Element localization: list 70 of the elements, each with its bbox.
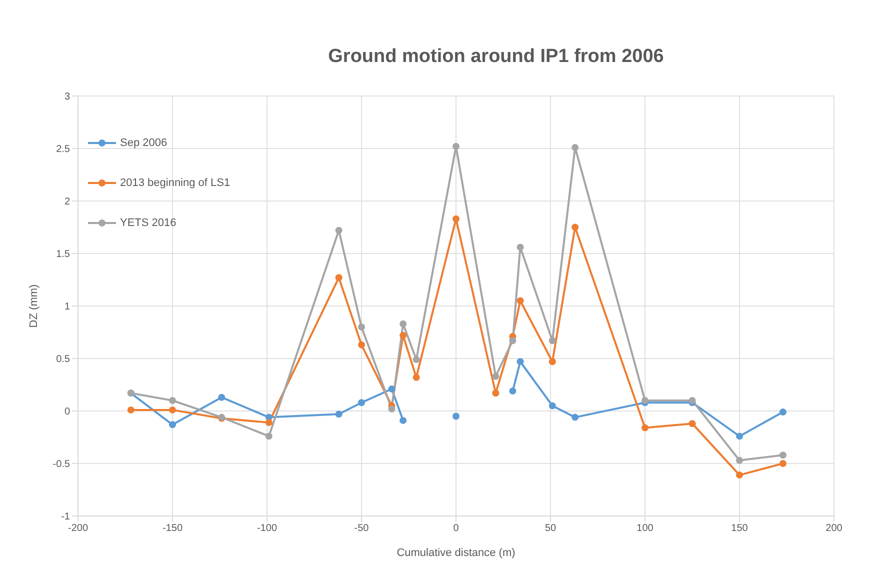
legend-label: YETS 2016 — [120, 217, 176, 229]
point — [572, 414, 579, 421]
point — [265, 419, 272, 426]
point — [265, 432, 272, 440]
y-tick-label: 1 — [64, 302, 70, 313]
point — [548, 402, 556, 410]
legend-label: 2013 beginning of LS1 — [120, 177, 230, 189]
point — [452, 412, 460, 420]
x-tick-label: 200 — [826, 523, 843, 534]
legend-label: Sep 2006 — [120, 137, 168, 149]
y-tick-label: 0 — [64, 406, 70, 418]
point — [509, 388, 516, 395]
point — [492, 372, 500, 380]
point — [779, 452, 786, 459]
x-tick-label: -50 — [354, 523, 370, 534]
point — [516, 358, 524, 366]
point — [736, 456, 743, 464]
point — [358, 399, 365, 406]
point — [358, 324, 365, 330]
x-tick-label: -200 — [68, 523, 88, 534]
point — [388, 405, 396, 412]
point — [452, 215, 460, 222]
point — [736, 432, 743, 440]
point — [452, 142, 460, 150]
x-axis-title: Cumulative distance (m) — [396, 547, 516, 559]
point — [412, 356, 420, 364]
point — [400, 416, 407, 424]
point — [736, 472, 743, 479]
y-axis-title: DZ (mm) — [28, 284, 40, 328]
point — [688, 420, 696, 428]
point — [779, 408, 786, 416]
point — [642, 397, 648, 404]
point — [169, 421, 176, 428]
point — [388, 385, 396, 392]
x-tick-label: -100 — [256, 523, 278, 534]
x-tick-label: 100 — [636, 523, 654, 534]
point — [169, 397, 176, 404]
x-tick-label: 0 — [453, 523, 460, 534]
y-tick-label: -1 — [61, 512, 70, 523]
x-tick-label: -150 — [162, 523, 183, 534]
point — [218, 394, 226, 401]
point — [127, 406, 134, 414]
y-tick-label: -0.5 — [52, 459, 70, 470]
y-tick-label: 1.5 — [56, 249, 70, 260]
point — [516, 244, 524, 251]
point — [516, 297, 524, 304]
point — [335, 410, 342, 418]
y-tick-label: 0.5 — [56, 354, 70, 366]
point — [779, 460, 786, 467]
point — [169, 406, 176, 414]
point — [688, 397, 696, 404]
y-tick-label: 2.5 — [56, 144, 70, 156]
point — [412, 374, 420, 381]
point — [548, 337, 556, 344]
chart-title: Ground motion around IP1 from 2006 — [327, 45, 665, 69]
point — [509, 337, 516, 344]
point — [572, 224, 579, 231]
x-tick-label: 50 — [544, 523, 556, 534]
y-tick-label: 2 — [64, 196, 70, 208]
point — [335, 274, 342, 282]
x-tick-label: 150 — [731, 523, 748, 534]
point — [400, 320, 407, 328]
point — [492, 390, 500, 397]
y-tick-label: 3 — [64, 92, 70, 103]
point — [358, 341, 365, 348]
point — [335, 226, 342, 234]
point — [400, 332, 407, 339]
point — [548, 358, 556, 366]
point — [642, 424, 648, 432]
point — [572, 144, 579, 151]
